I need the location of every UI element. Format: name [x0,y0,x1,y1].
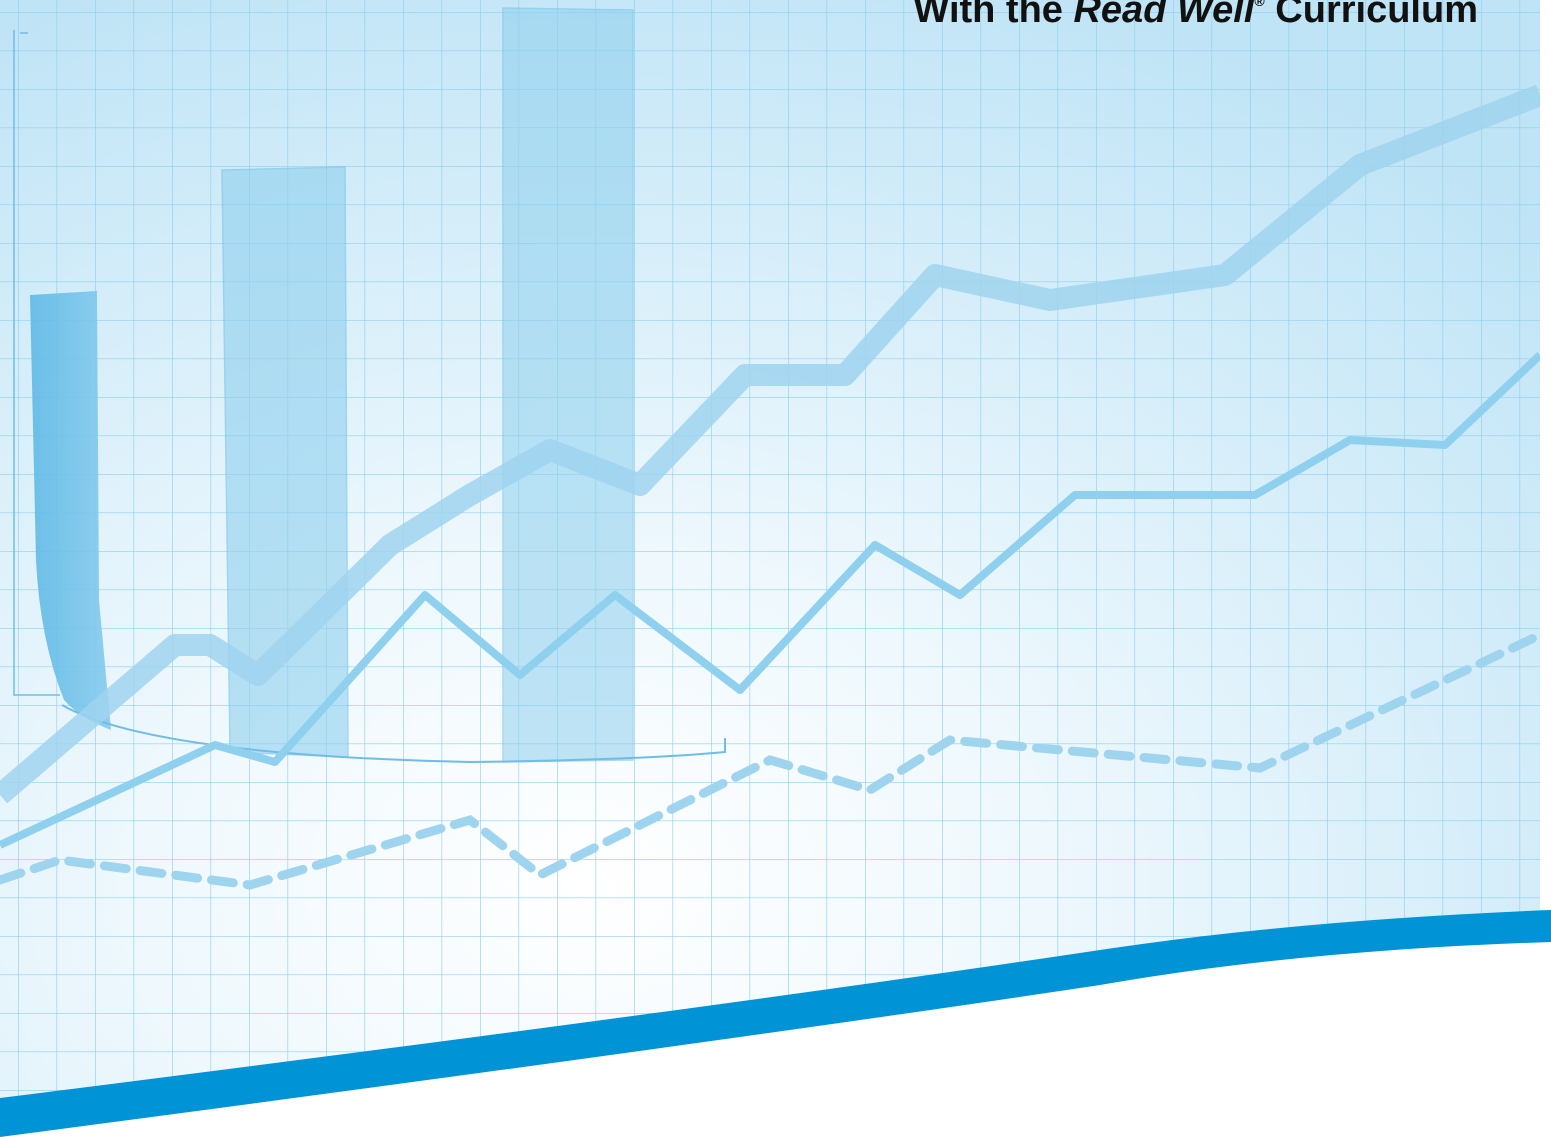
trend-line [0,352,1543,849]
bar-shape [502,7,634,763]
title-text: Read Well [1073,0,1255,31]
bar-shape [30,291,111,730]
trend-line [0,630,1545,890]
white-panel [0,942,1551,1137]
axis [13,30,60,696]
title-text: ® [1254,0,1265,9]
edge [1540,0,1551,910]
title: With the Read Well® Curriculum [913,0,1478,31]
title-text: With the [913,0,1063,31]
trend-line [0,84,1544,804]
title-text: Curriculum [1275,0,1478,31]
axis [61,704,726,764]
